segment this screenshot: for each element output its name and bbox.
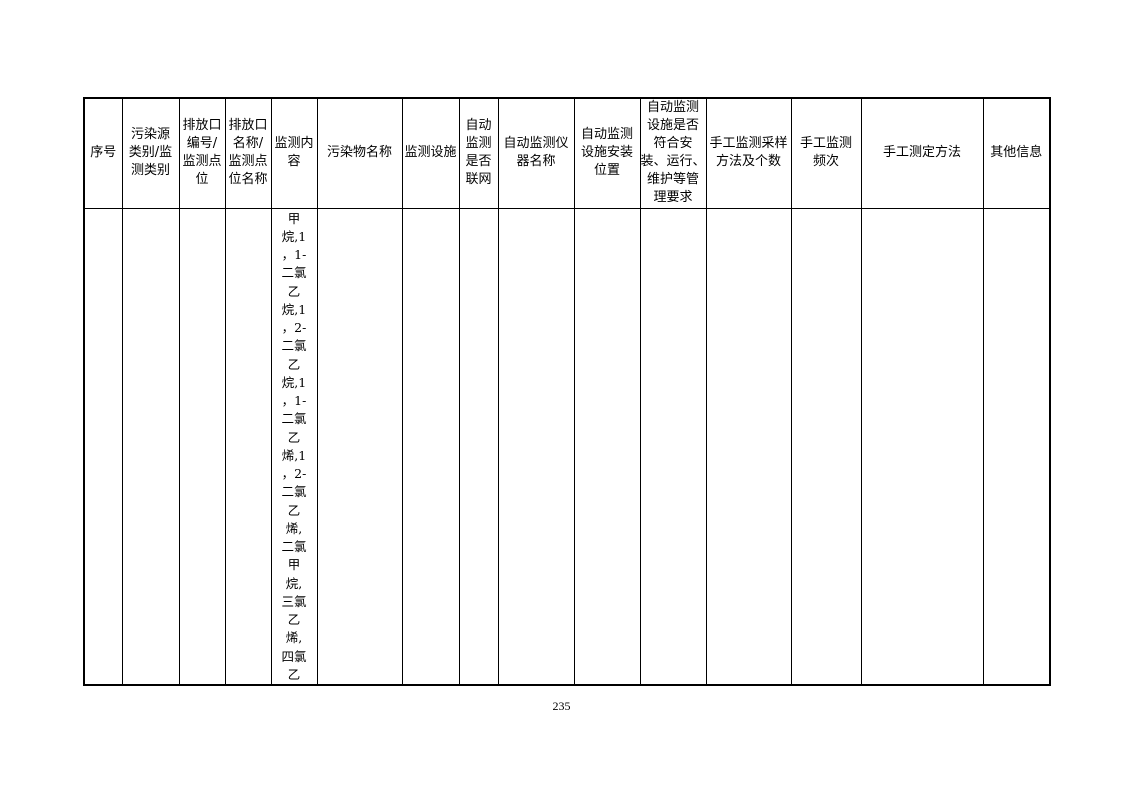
monitoring-content-line: 烯, (285, 520, 303, 536)
column-header: 污染物名称 (316, 97, 403, 209)
table-cell (982, 207, 1051, 686)
header-text-line: 理要求 (653, 190, 693, 206)
monitoring-content-line: 二氯 (281, 338, 307, 354)
header-text-line: 联网 (465, 172, 492, 188)
monitoring-content-line: 四氯 (281, 648, 307, 664)
column-header: 污染源类别/监测类别 (121, 97, 180, 209)
monitoring-content-line: 乙 (287, 502, 301, 518)
monitoring-content-line: 三氯 (281, 593, 307, 609)
monitoring-content-line: 乙 (287, 666, 301, 682)
monitoring-content-line: 烯,1 (281, 447, 307, 463)
header-text-line: 名称/ (232, 136, 264, 152)
monitoring-content-line: 二氯 (281, 411, 307, 427)
column-header: 自动 监测 是否 联网 (458, 97, 499, 209)
header-text-line: 设施是否 (647, 118, 700, 134)
header-text-line: 设施安装 (580, 145, 633, 161)
header-text-line: 位置 (593, 163, 620, 179)
monitoring-content-line: 烷,1 (281, 301, 307, 317)
header-text-line: 维护等管 (647, 172, 700, 188)
table-cell (860, 207, 984, 686)
table-cell (316, 207, 403, 686)
monitoring-content-line: 烷,1 (281, 374, 307, 390)
table-cell (83, 207, 123, 686)
table-cell (224, 207, 272, 686)
header-text-line: 手工监测 (800, 136, 853, 152)
header-text-line: 符合安 (653, 136, 693, 152)
monitoring-content-line: 二氯 (281, 265, 307, 281)
header-text-line: 手工测定方法 (883, 145, 962, 161)
column-header: 监测设施 (401, 97, 460, 209)
monitoring-content-line: 二氯 (281, 484, 307, 500)
header-text-line: 频次 (813, 154, 840, 170)
monitoring-content-line: 甲 (287, 557, 301, 573)
header-text-line: 自动监测仪 (503, 136, 569, 152)
header-text-line: 排放口 (182, 118, 222, 134)
column-header: 监测内容 (270, 97, 318, 209)
table-cell (639, 207, 707, 686)
page-number: 235 (552, 699, 571, 713)
monitoring-content-line: 乙 (287, 356, 301, 372)
header-text-line: 序号 (90, 145, 117, 161)
column-header: 自动监测设施安装位置 (573, 97, 641, 209)
column-header: 自动监测设施是否符合安装、运行、维护等管理要求 (639, 97, 707, 209)
monitoring-content-line: 二氯 (281, 539, 307, 554)
header-text-line: 编号/ (186, 136, 218, 152)
table-cell: 甲烷,1 ，1- 二氯乙烷,1 ，2- 二氯乙烷,1 ，1- 二氯乙烯,1 ，2- 二氯乙烯, 二… (270, 207, 318, 686)
monitoring-content-line: 乙 (287, 429, 301, 445)
column-header: 其他信息 (982, 97, 1051, 209)
monitoring-content-line: 乙 (287, 612, 301, 627)
monitoring-content-line: ，2- (281, 466, 307, 481)
column-header: 手工监测 频次 (790, 97, 862, 209)
header-text-line: 监测点 (182, 154, 222, 170)
header-text-line: 自动监测 (647, 100, 700, 116)
table-cell (573, 207, 641, 686)
monitoring-content-line: 甲 (287, 210, 301, 226)
monitoring-content-line: ，1- (281, 393, 307, 408)
table-cell (458, 207, 499, 686)
table-cell (497, 207, 575, 686)
monitoring-content-line: 烯, (285, 630, 303, 646)
table-cell (401, 207, 460, 686)
header-text-line: 类别/监 (128, 145, 173, 161)
header-text-line: 器名称 (516, 154, 556, 170)
header-text-line: 测类别 (130, 163, 170, 179)
monitoring-table: 序号 污染源 类别/监 测类别 排放口 编号/监测点位排放口 名称/监测点 位名称 监测内容污染… (83, 97, 1052, 686)
header-text-line: 是否 (465, 154, 492, 170)
header-text-line: 排放口 (228, 118, 268, 134)
monitoring-content-line: ，2- (281, 320, 307, 335)
monitoring-content-line: 烷, (285, 575, 303, 591)
table-cell (121, 207, 180, 686)
monitoring-content-line: ，1- (281, 247, 307, 262)
table-row: 甲烷,1 ，1- 二氯乙烷,1 ，2- 二氯乙烷,1 ，1- 二氯乙烯,1 ，2- 二氯乙烯, 二… (83, 207, 1051, 686)
header-text-line: 污染源 (130, 127, 170, 143)
header-text-line: 污染物名称 (326, 145, 392, 161)
header-text-line: 监测设施 (404, 145, 457, 161)
column-header: 排放口名称/监测点位名称 (224, 97, 272, 209)
table-cell (178, 207, 226, 686)
column-header: 手工监测采样 方法及个数 (705, 97, 792, 209)
table-cell (790, 207, 862, 686)
monitoring-content-line: 乙 (287, 283, 301, 299)
header-text-line: 自动监测 (580, 127, 633, 143)
header-text-line: 方法及个数 (716, 154, 782, 170)
header-text-line: 自动 (465, 118, 492, 134)
column-header: 自动监测仪 器名称 (497, 97, 575, 209)
header-text-line: 容 (287, 154, 301, 170)
header-text-line: 监测内 (274, 136, 314, 152)
column-header: 排放口编号/监测点位 (178, 97, 226, 209)
header-text-line: 手工监测采样 (709, 136, 788, 152)
header-row: 序号 污染源 类别/监 测类别 排放口 编号/监测点位排放口 名称/监测点 位名称 监测内容污染… (83, 97, 1051, 209)
header-text-line: 位名称 (228, 172, 268, 188)
column-header: 序号 (83, 97, 123, 209)
header-text-line: 监测点 (228, 154, 268, 170)
header-text-line: 其他信息 (990, 145, 1043, 161)
header-text-line: 位 (195, 172, 209, 188)
column-header: 手工测定方法 (860, 97, 984, 209)
header-text-line: 监测 (465, 136, 492, 152)
header-text-line: 装、运行、 (640, 154, 706, 170)
table-cell (705, 207, 792, 686)
monitoring-content-line: 烷,1 (281, 228, 307, 244)
